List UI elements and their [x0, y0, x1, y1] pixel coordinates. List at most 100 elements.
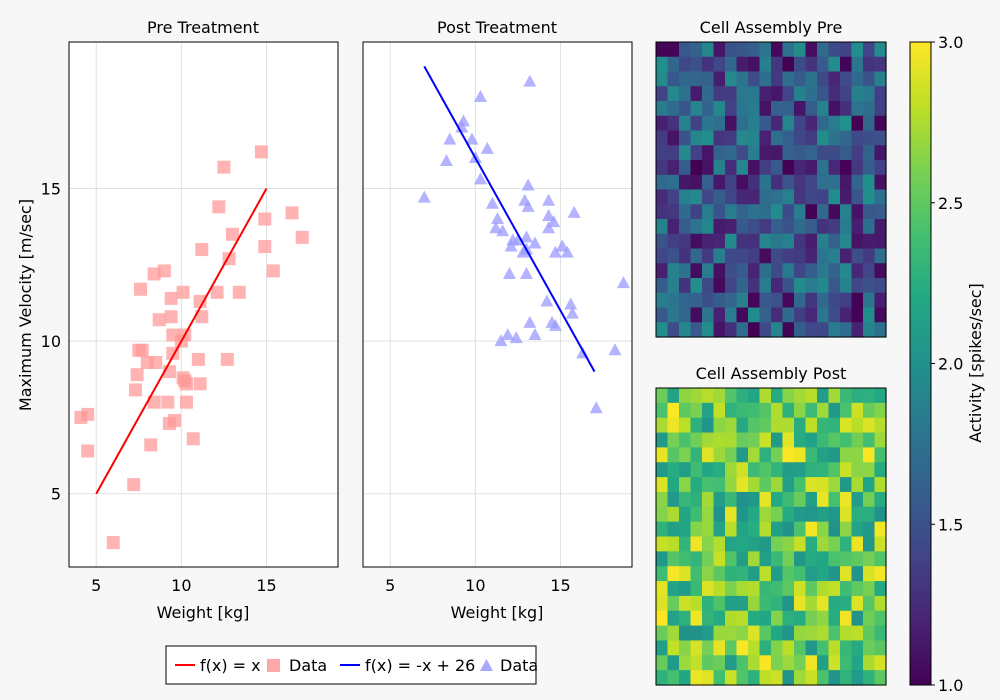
heatmap-post-cell	[817, 388, 830, 404]
heatmap-pre-cell	[748, 56, 761, 73]
heatmap-post-cell	[725, 388, 738, 404]
post-data-point	[564, 297, 578, 310]
heatmap-pre-cell	[713, 204, 726, 220]
heatmap-pre-cell	[863, 174, 876, 191]
post-data-point	[519, 266, 533, 279]
heatmap-pre-cell	[759, 292, 772, 309]
post-data-point	[528, 328, 542, 341]
post-data-point	[555, 239, 569, 252]
heatmap-pre-cell	[840, 86, 853, 102]
heatmap-pre-cell	[748, 292, 761, 309]
heatmap-post-cell	[805, 506, 818, 523]
heatmap-post-cell	[748, 506, 761, 523]
colorbar-label: Activity [spikes/sec]	[966, 283, 985, 443]
heatmap-post-cell	[828, 536, 841, 552]
pre-data-point	[161, 395, 175, 409]
heatmap-post-cell	[782, 417, 795, 434]
heatmap-post-cell	[736, 506, 749, 523]
heatmap-pre-cell	[782, 174, 795, 191]
heatmap-post-cell	[736, 521, 749, 538]
heatmap-pre-cell	[805, 292, 818, 309]
post-data-point	[439, 154, 453, 167]
heatmap-pre-cell	[667, 322, 680, 338]
heatmap-post-cell	[840, 566, 853, 582]
heatmap-post-cell	[828, 506, 841, 523]
heatmap-pre-cell	[840, 248, 853, 264]
heatmap-pre-cell	[771, 189, 784, 205]
heatmap-post-cell	[805, 581, 818, 597]
heatmap-post-cell	[759, 670, 772, 686]
heatmap-post-cell	[759, 625, 772, 642]
heatmap-pre-cell	[736, 278, 749, 294]
heatmap-pre-cell	[667, 42, 680, 58]
heatmap-post-cell	[817, 566, 830, 582]
heatmap-post-cell	[805, 640, 818, 656]
heatmap-post-cell	[805, 491, 818, 508]
heatmap-pre-cell	[874, 307, 887, 323]
post-data-point	[547, 215, 561, 228]
heatmap-post-cell	[667, 670, 680, 686]
heatmap-post-cell	[782, 432, 795, 448]
heatmap-post-cell	[690, 640, 703, 656]
heatmap-pre-cell	[794, 145, 807, 161]
heatmap-pre-cell	[667, 130, 680, 146]
heatmap-post-cell	[725, 625, 738, 642]
heatmap-pre-cell	[679, 248, 692, 264]
heatmap-post-cell	[840, 581, 853, 597]
heatmap-pre-cell	[794, 101, 807, 117]
heatmap-pre-cell	[840, 174, 853, 191]
post-frame	[362, 41, 633, 568]
heatmap-pre-cell	[667, 86, 680, 102]
heatmap-post-cell	[794, 640, 807, 656]
heatmap-pre-cell	[725, 145, 738, 161]
heatmap-post-cell	[874, 506, 887, 523]
heatmap-pre-cell	[656, 115, 669, 132]
heatmap-post-cell	[817, 506, 830, 523]
heatmap-pre-cell	[748, 174, 761, 191]
heatmap-pre-cell	[713, 219, 726, 235]
heatmap-post-cell	[713, 491, 726, 508]
heatmap-post-cell	[759, 581, 772, 597]
heatmap-pre-cell	[759, 101, 772, 117]
heatmap-pre-cell	[713, 145, 726, 161]
heatmap-pre-cell	[771, 322, 784, 338]
heatmap-post-cell	[736, 625, 749, 642]
heatmap-pre-cell	[690, 263, 703, 279]
heatmap-post-cell	[713, 506, 726, 523]
heatmap-pre-cell	[840, 292, 853, 309]
heatmap-pre-cell	[840, 219, 853, 235]
heatmap-pre-cell	[771, 219, 784, 235]
heatmap-post-cell	[794, 521, 807, 538]
heatmap-pre-cell	[840, 322, 853, 338]
heatmap-post-cell	[851, 491, 864, 508]
heatmap-pre-cell	[725, 204, 738, 220]
heatmap-post-cell	[817, 581, 830, 597]
heatmap-pre-cell	[713, 189, 726, 205]
heatmap-post-cell	[771, 417, 784, 434]
heatmap-pre-cell	[679, 145, 692, 161]
heatmap-pre-cell	[863, 160, 876, 176]
heatmap-pre-cell	[817, 248, 830, 264]
heatmap-post-cell	[771, 625, 784, 642]
heatmap-pre-cell	[690, 233, 703, 250]
heatmap-pre-cell	[713, 233, 726, 250]
post-title: Post Treatment	[437, 18, 557, 37]
heatmap-pre-cell	[863, 42, 876, 58]
heatmap-post-cell	[748, 417, 761, 434]
pre-data-point	[212, 200, 226, 214]
heatmap-pre-cell	[713, 71, 726, 87]
heatmap-pre-cell	[874, 189, 887, 205]
heatmap-post-cell	[828, 491, 841, 508]
pre-data-point	[258, 240, 272, 254]
heatmap-pre-cell	[725, 322, 738, 338]
heatmap-pre-cell	[805, 204, 818, 220]
heatmap-pre-cell	[782, 292, 795, 309]
pre-data-point	[144, 438, 158, 452]
pre-data-point	[106, 536, 120, 550]
heatmap-pre-cell	[667, 204, 680, 220]
heatmap-post-cell	[863, 402, 876, 419]
heatmap-pre-cell	[667, 189, 680, 205]
heatmap-post-cell	[874, 432, 887, 448]
heatmap-pre-cell	[690, 42, 703, 58]
heatmap-post-cell	[817, 595, 830, 612]
